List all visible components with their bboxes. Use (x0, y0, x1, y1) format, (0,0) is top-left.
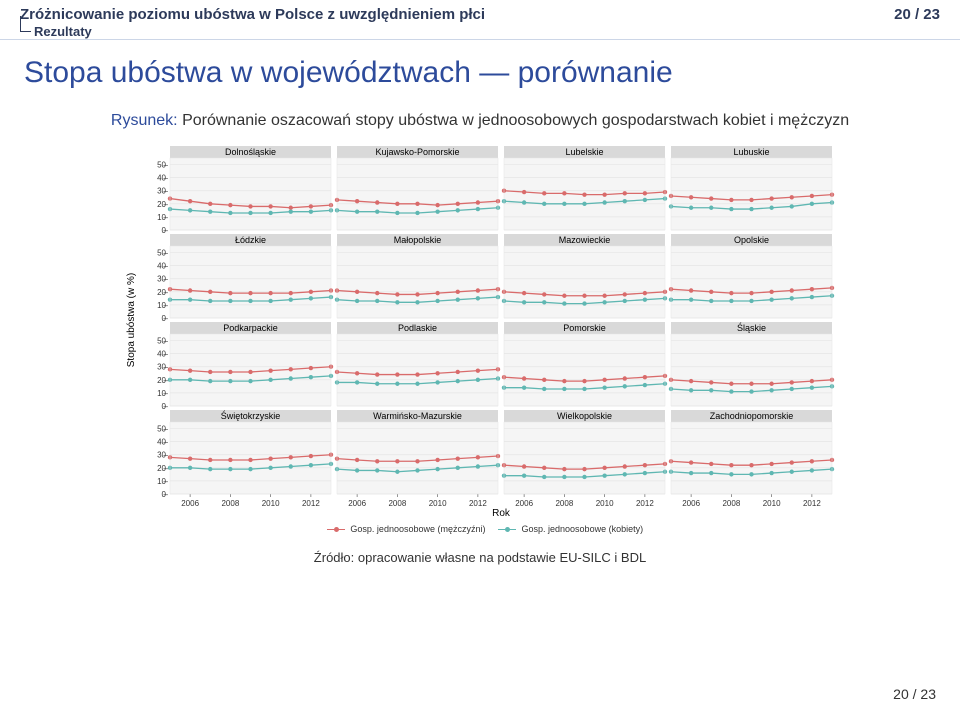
legend-swatch-k (498, 529, 516, 530)
footer-page-number: 20 / 23 (893, 686, 936, 702)
svg-text:Warmińsko-Mazurskie: Warmińsko-Mazurskie (373, 411, 462, 421)
svg-text:Stopa ubóstwa (w %): Stopa ubóstwa (w %) (126, 273, 137, 368)
svg-text:–: – (164, 187, 169, 196)
svg-text:–: – (164, 438, 169, 447)
svg-text:–: – (164, 288, 169, 297)
svg-text:2006: 2006 (515, 499, 533, 508)
svg-text:–: – (164, 350, 169, 359)
figure-caption: Rysunek: Porównanie oszacowań stopy ubós… (40, 112, 920, 130)
svg-text:Świętokrzyskie: Świętokrzyskie (221, 410, 281, 421)
svg-text:2008: 2008 (722, 499, 740, 508)
legend-label-k: Gosp. jednoosobowe (kobiety) (522, 524, 644, 534)
svg-text:2008: 2008 (388, 499, 406, 508)
svg-text:–: – (164, 262, 169, 271)
svg-text:–: – (164, 200, 169, 209)
svg-text:–: – (164, 389, 169, 398)
svg-text:–: – (164, 161, 169, 170)
svg-text:Kujawsko-Pomorskie: Kujawsko-Pomorskie (375, 147, 459, 157)
svg-text:–: – (164, 275, 169, 284)
header-page-number: 20 / 23 (894, 6, 940, 23)
breadcrumb: Rezultaty (34, 24, 940, 39)
slide-header: Zróżnicowanie poziomu ubóstwa w Polsce z… (0, 0, 960, 40)
legend-swatch-m (327, 529, 345, 530)
svg-text:2012: 2012 (302, 499, 320, 508)
svg-text:–: – (164, 226, 169, 235)
svg-text:2010: 2010 (596, 499, 614, 508)
svg-text:Zachodniopomorskie: Zachodniopomorskie (710, 411, 794, 421)
figure-source: Źródło: opracowanie własne na podstawie … (0, 550, 960, 565)
svg-text:–: – (164, 425, 169, 434)
svg-text:–: – (164, 363, 169, 372)
svg-text:–: – (164, 402, 169, 411)
svg-text:Małopolskie: Małopolskie (394, 235, 442, 245)
svg-text:2010: 2010 (429, 499, 447, 508)
chart-legend: Gosp. jednoosobowe (mężczyźni) Gosp. jed… (120, 524, 840, 534)
figure-caption-lead: Rysunek: (111, 112, 178, 129)
svg-text:2010: 2010 (262, 499, 280, 508)
svg-text:Opolskie: Opolskie (734, 235, 769, 245)
svg-text:2012: 2012 (803, 499, 821, 508)
svg-text:2006: 2006 (181, 499, 199, 508)
svg-text:2006: 2006 (348, 499, 366, 508)
svg-text:Wielkopolskie: Wielkopolskie (557, 411, 612, 421)
svg-text:–: – (164, 376, 169, 385)
svg-text:–: – (164, 451, 169, 460)
svg-text:–: – (164, 213, 169, 222)
figure-caption-body: Porównanie oszacowań stopy ubóstwa w jed… (182, 112, 849, 129)
svg-text:–: – (164, 301, 169, 310)
header-title: Zróżnicowanie poziomu ubóstwa w Polsce z… (20, 6, 485, 23)
svg-text:2010: 2010 (763, 499, 781, 508)
svg-text:Lubelskie: Lubelskie (565, 147, 603, 157)
svg-text:Pomorskie: Pomorskie (563, 323, 606, 333)
svg-text:–: – (164, 464, 169, 473)
svg-text:Podlaskie: Podlaskie (398, 323, 437, 333)
svg-text:–: – (164, 174, 169, 183)
svg-text:2012: 2012 (469, 499, 487, 508)
svg-text:–: – (164, 314, 169, 323)
svg-text:Mazowieckie: Mazowieckie (559, 235, 611, 245)
svg-text:–: – (164, 249, 169, 258)
svg-text:Rok: Rok (492, 508, 511, 519)
svg-text:–: – (164, 477, 169, 486)
facet-chart: Stopa ubóstwa (w %)Dolnośląskie0–10–20–3… (120, 142, 840, 522)
svg-text:Podkarpackie: Podkarpackie (223, 323, 278, 333)
svg-text:Śląskie: Śląskie (737, 322, 766, 333)
chart-container: Stopa ubóstwa (w %)Dolnośląskie0–10–20–3… (120, 136, 840, 534)
legend-label-m: Gosp. jednoosobowe (mężczyźni) (350, 524, 485, 534)
svg-text:–: – (164, 337, 169, 346)
svg-text:2012: 2012 (636, 499, 654, 508)
svg-text:2006: 2006 (682, 499, 700, 508)
svg-text:2008: 2008 (221, 499, 239, 508)
svg-text:2008: 2008 (555, 499, 573, 508)
svg-text:Lubuskie: Lubuskie (733, 147, 769, 157)
section-title: Stopa ubóstwa w województwach — porównan… (24, 56, 936, 90)
svg-text:–: – (164, 490, 169, 499)
svg-text:Dolnośląskie: Dolnośląskie (225, 147, 276, 157)
svg-text:Łódzkie: Łódzkie (235, 235, 266, 245)
